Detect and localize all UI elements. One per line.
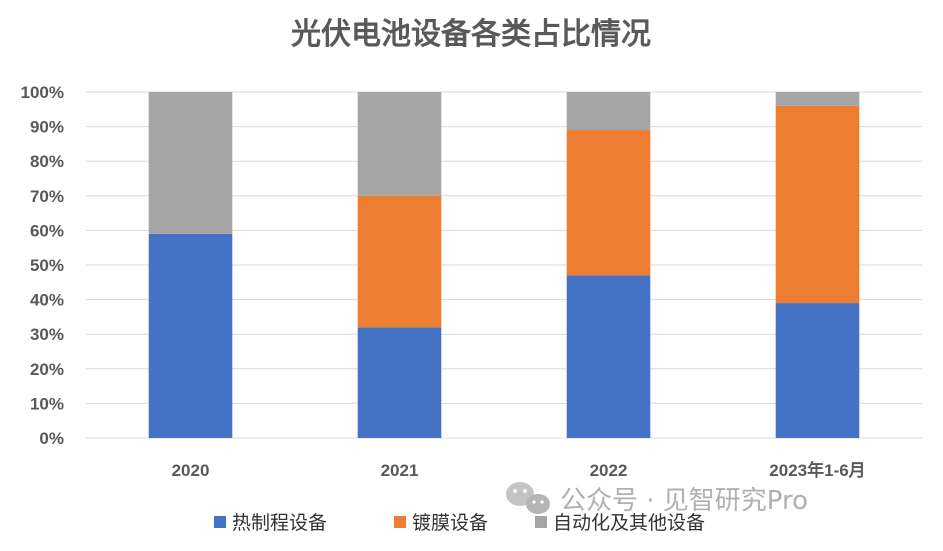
y-axis-ticks: 0% 10% 20% 30% 40% 50% 60% 70% 80% 90% 100% — [21, 83, 64, 448]
bar-segment-3-2023年1-6月 — [775, 92, 860, 106]
x-category-label: 2021 — [381, 461, 419, 480]
y-tick-label: 90% — [30, 118, 64, 137]
y-tick-label: 100% — [21, 83, 64, 102]
y-tick-label: 70% — [30, 187, 64, 206]
chart-title: 光伏电池设备各类占比情况 — [291, 17, 651, 52]
legend-swatch — [394, 516, 406, 528]
wechat-icon — [506, 482, 550, 514]
x-category-label: 2020 — [172, 461, 210, 480]
bar-segment-1-2020 — [148, 233, 233, 438]
bar-segment-2-2021 — [357, 195, 442, 328]
y-tick-label: 0% — [39, 429, 64, 448]
legend-label: 镀膜设备 — [412, 512, 488, 534]
bar-segment-3-2020 — [148, 92, 233, 234]
bar-segment-2-2022 — [566, 130, 651, 276]
y-tick-label: 50% — [30, 256, 64, 275]
bar-segment-1-2021 — [357, 327, 442, 438]
x-category-label: 2023年1-6月 — [769, 460, 865, 480]
bar-segment-3-2021 — [357, 92, 442, 196]
bars — [148, 92, 860, 438]
bar-segment-1-2023年1-6月 — [775, 303, 860, 438]
legend-item: 自动化及其他设备 — [535, 512, 705, 534]
legend-swatch — [214, 516, 226, 528]
watermark-text: 公众号 · 见智研究Pro — [560, 486, 808, 516]
bar-segment-3-2022 — [566, 92, 651, 131]
y-tick-label: 10% — [30, 394, 64, 413]
legend-item: 热制程设备 — [214, 512, 327, 534]
legend-label: 自动化及其他设备 — [553, 512, 705, 534]
x-axis-categories: 2020 2021 2022 2023年1-6月 — [172, 460, 866, 480]
bar-segment-1-2022 — [566, 275, 651, 438]
y-tick-label: 30% — [30, 325, 64, 344]
watermark: 公众号 · 见智研究Pro — [506, 482, 808, 516]
y-tick-label: 20% — [30, 360, 64, 379]
y-tick-label: 80% — [30, 152, 64, 171]
legend-item: 镀膜设备 — [394, 512, 488, 534]
y-tick-label: 40% — [30, 291, 64, 310]
x-category-label: 2022 — [590, 461, 628, 480]
bar-segment-2-2023年1-6月 — [775, 105, 860, 304]
y-tick-label: 60% — [30, 221, 64, 240]
legend-swatch — [535, 516, 547, 528]
legend-label: 热制程设备 — [232, 512, 327, 534]
legend: 热制程设备 镀膜设备 自动化及其他设备 — [214, 512, 705, 534]
